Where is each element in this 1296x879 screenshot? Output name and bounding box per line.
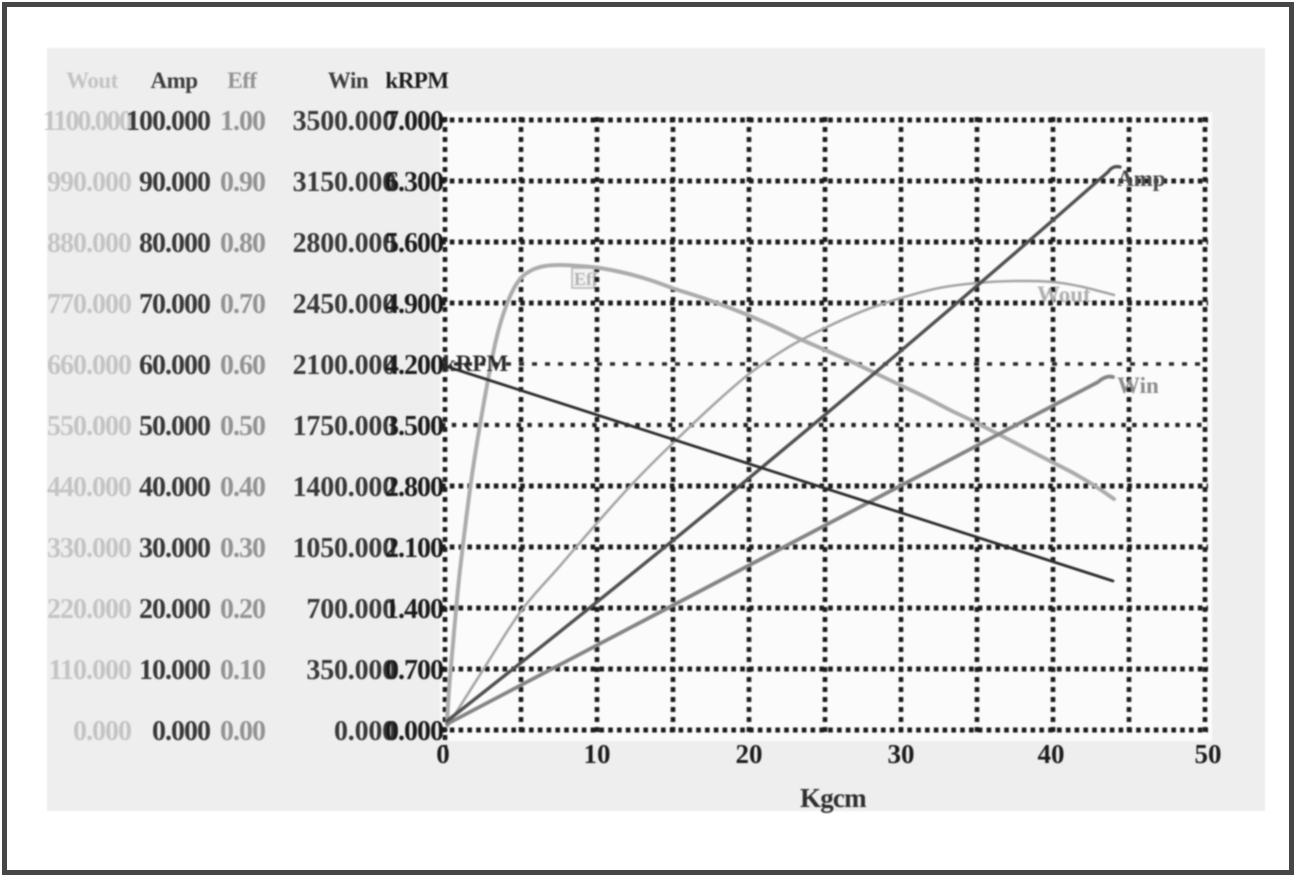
svg-text:Amp: Amp <box>150 68 197 93</box>
svg-text:Amp: Amp <box>1117 166 1166 191</box>
svg-text:0.000: 0.000 <box>73 716 131 747</box>
svg-text:4.900: 4.900 <box>385 289 443 320</box>
svg-text:20.000: 20.000 <box>139 594 210 625</box>
svg-text:3500.000: 3500.000 <box>293 106 396 137</box>
svg-text:Wout: Wout <box>66 68 119 93</box>
svg-text:350.000: 350.000 <box>306 655 396 686</box>
svg-text:700.000: 700.000 <box>306 594 396 625</box>
svg-text:6.300: 6.300 <box>385 167 443 198</box>
svg-text:0.000: 0.000 <box>334 716 396 747</box>
svg-text:880.000: 880.000 <box>47 228 131 259</box>
svg-text:40.000: 40.000 <box>139 472 210 503</box>
svg-text:0.10: 0.10 <box>220 655 265 686</box>
svg-text:30.000: 30.000 <box>139 533 210 564</box>
svg-text:70.000: 70.000 <box>139 289 210 320</box>
svg-text:50.000: 50.000 <box>139 411 210 442</box>
svg-text:30: 30 <box>888 739 915 769</box>
svg-text:0.70: 0.70 <box>220 289 265 320</box>
svg-text:40: 40 <box>1038 739 1065 769</box>
svg-text:1050.000: 1050.000 <box>293 533 396 564</box>
svg-text:Eff: Eff <box>227 68 257 93</box>
svg-text:0.30: 0.30 <box>220 533 265 564</box>
svg-text:3150.000: 3150.000 <box>293 167 396 198</box>
svg-text:0.000: 0.000 <box>152 716 210 747</box>
svg-text:0.60: 0.60 <box>220 350 265 381</box>
svg-text:Wout: Wout <box>1037 282 1091 307</box>
svg-text:0.00: 0.00 <box>220 716 265 747</box>
svg-text:0.20: 0.20 <box>220 594 265 625</box>
svg-text:770.000: 770.000 <box>47 289 131 320</box>
svg-text:660.000: 660.000 <box>47 350 131 381</box>
svg-text:10: 10 <box>584 739 611 769</box>
svg-text:2450.000: 2450.000 <box>293 289 396 320</box>
svg-text:440.000: 440.000 <box>47 472 131 503</box>
svg-text:kRPM: kRPM <box>443 351 508 376</box>
svg-text:90.000: 90.000 <box>139 167 210 198</box>
svg-text:60.000: 60.000 <box>139 350 210 381</box>
svg-text:1.400: 1.400 <box>385 594 443 625</box>
svg-text:1100.000: 1100.000 <box>43 106 132 137</box>
svg-text:4.200: 4.200 <box>385 350 443 381</box>
svg-text:550.000: 550.000 <box>47 411 131 442</box>
svg-text:100.000: 100.000 <box>126 106 210 137</box>
svg-text:7.000: 7.000 <box>385 106 443 137</box>
svg-text:0.700: 0.700 <box>385 655 443 686</box>
svg-text:0.80: 0.80 <box>220 228 265 259</box>
svg-text:1400.000: 1400.000 <box>293 472 396 503</box>
svg-text:1.00: 1.00 <box>220 106 265 137</box>
svg-text:Eff: Eff <box>574 269 599 289</box>
svg-text:110.000: 110.000 <box>49 655 131 686</box>
svg-text:kRPM: kRPM <box>385 68 449 93</box>
svg-text:2100.000: 2100.000 <box>293 350 396 381</box>
svg-text:0.50: 0.50 <box>220 411 265 442</box>
svg-text:Win: Win <box>1117 373 1159 398</box>
svg-text:5.600: 5.600 <box>385 228 443 259</box>
svg-text:20: 20 <box>736 739 763 769</box>
svg-text:0.40: 0.40 <box>220 472 265 503</box>
svg-text:10.000: 10.000 <box>139 655 210 686</box>
svg-text:Win: Win <box>328 68 369 93</box>
svg-text:3.500: 3.500 <box>385 411 443 442</box>
svg-text:990.000: 990.000 <box>47 167 131 198</box>
svg-text:0: 0 <box>436 739 450 769</box>
svg-text:50: 50 <box>1195 739 1222 769</box>
svg-text:Kgcm: Kgcm <box>800 783 867 813</box>
svg-text:0.90: 0.90 <box>220 167 265 198</box>
svg-text:80.000: 80.000 <box>139 228 210 259</box>
svg-text:2800.000: 2800.000 <box>293 228 396 259</box>
svg-text:330.000: 330.000 <box>47 533 131 564</box>
svg-text:0.000: 0.000 <box>385 716 443 747</box>
svg-text:2.100: 2.100 <box>385 533 443 564</box>
svg-text:1750.000: 1750.000 <box>293 411 396 442</box>
svg-text:2.800: 2.800 <box>385 472 443 503</box>
svg-text:220.000: 220.000 <box>47 594 131 625</box>
